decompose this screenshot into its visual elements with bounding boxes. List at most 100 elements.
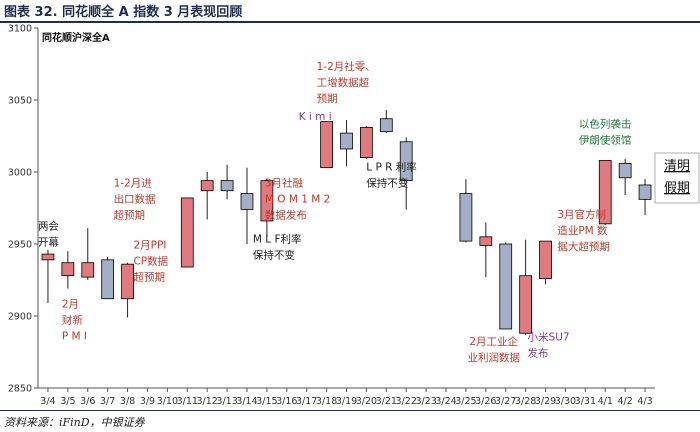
series-label: 同花顺沪深全A <box>42 31 110 44</box>
x-tick-label: 3/27 <box>495 396 516 407</box>
event-annotation: 1-2月社零、 <box>317 60 376 73</box>
event-annotation: 业利润数据 <box>467 351 520 364</box>
y-tick-label: 3100 <box>8 24 32 35</box>
x-tick-label: 3/31 <box>575 396 596 407</box>
event-annotation: 超预期 <box>133 270 165 283</box>
candle-body <box>260 180 274 222</box>
candle-body <box>180 197 194 268</box>
x-tick-label: 3/30 <box>555 396 576 407</box>
event-annotation: 3月社融 <box>265 176 304 189</box>
event-annotation: 2月PPI <box>133 239 166 251</box>
candle-body <box>320 121 333 169</box>
candle-body <box>61 262 75 277</box>
x-tick-label: 3/5 <box>60 396 75 407</box>
x-tick-label: 3/10 <box>157 396 178 407</box>
footer-rule <box>0 410 700 411</box>
event-annotation: 开幕 <box>38 236 59 249</box>
candle-body <box>200 180 214 192</box>
candlestick-chart: 2850 2900 2950 3000 3050 3100 3/4 3/5 3/6 3/7 3/8 3… <box>8 24 700 407</box>
candle-body <box>499 243 513 330</box>
event-annotation: 1-2月进 <box>114 177 153 189</box>
x-tick-label: 3/11 <box>177 396 198 407</box>
event-annotation: 发布 <box>528 346 549 359</box>
x-tick-label: 3/25 <box>455 396 476 407</box>
event-annotation: 数据发布 <box>265 208 307 221</box>
candle-body <box>41 253 55 261</box>
event-annotation: CP数据 <box>133 254 168 267</box>
x-tick-label: 3/17 <box>296 396 317 407</box>
candle-body <box>638 184 652 200</box>
candle-body <box>340 132 353 150</box>
event-annotation: 2月工业企 <box>469 335 518 348</box>
event-annotation: 超预期 <box>114 208 146 221</box>
candle-body <box>618 162 632 179</box>
x-tick-label: 3/23 <box>415 396 436 407</box>
event-annotation: 出口数据 <box>114 192 156 205</box>
x-tick-label: 3/16 <box>276 396 297 407</box>
event-annotation: 伊朗使领馆 <box>579 133 632 146</box>
event-annotation: 2月 <box>62 298 79 310</box>
event-annotation: 预期 <box>317 93 338 105</box>
candle-body <box>121 263 134 300</box>
figure-header: 图表 32. 同花顺全 A 指数 3 月表现回顾 <box>0 0 700 23</box>
x-tick-label: 3/15 <box>256 396 277 407</box>
event-annotation: 财新 <box>62 313 83 326</box>
event-annotation: 3月官方制 <box>557 208 606 221</box>
event-annotation: 小米SU7 <box>528 330 570 343</box>
candle-body <box>220 180 234 192</box>
x-tick-label: 3/4 <box>40 396 55 407</box>
x-tick-label: 3/18 <box>316 396 337 407</box>
candle-body <box>459 193 473 242</box>
y-tick-label: 3050 <box>8 96 32 107</box>
x-tick-label: 3/8 <box>120 396 135 407</box>
candle-body <box>598 160 612 225</box>
candle-body <box>240 193 254 210</box>
candle-body <box>360 126 373 159</box>
x-tick-label: 3/13 <box>216 396 237 407</box>
event-annotation: 以色列袭击 <box>579 117 632 130</box>
x-tick-label: 3/24 <box>435 396 456 407</box>
x-tick-label: 3/26 <box>475 396 496 407</box>
x-tick-label: 3/21 <box>376 396 397 407</box>
event-annotation: P M I <box>62 330 87 342</box>
x-tick-label: 3/19 <box>336 396 357 407</box>
legend-item: 假期 <box>664 181 690 196</box>
y-tick-label: 2850 <box>8 384 32 395</box>
x-tick-label: 4/1 <box>598 396 613 407</box>
candle-body <box>519 275 533 334</box>
candle-body <box>539 240 552 279</box>
x-tick-label: 4/2 <box>617 396 632 407</box>
y-tick-label: 3000 <box>8 168 32 179</box>
event-annotation: 保持不变 <box>253 249 295 262</box>
event-annotation: 造业PM 数 <box>557 224 608 237</box>
event-annotation: 据大超预期 <box>557 240 610 253</box>
y-tick-label: 2900 <box>8 312 32 323</box>
x-tick-label: 3/9 <box>140 396 155 407</box>
x-tick-label: 3/20 <box>356 396 377 407</box>
event-annotation: M O M 1 M 2 <box>265 193 331 205</box>
event-annotation: K i m i <box>299 111 332 123</box>
figure-title: 图表 32. 同花顺全 A 指数 3 月表现回顾 <box>4 5 243 20</box>
y-tick-label: 2950 <box>8 240 32 251</box>
x-tick-label: 4/3 <box>637 396 652 407</box>
candle-body <box>379 118 393 133</box>
figure-source: 资料来源：iFinD，中银证券 <box>4 416 145 429</box>
legend-box <box>654 152 700 204</box>
x-tick-label: 3/6 <box>80 396 95 407</box>
event-annotation: 保持不变 <box>366 177 408 190</box>
event-annotation: 两会 <box>38 220 59 233</box>
x-tick-label: 3/28 <box>515 396 536 407</box>
event-annotation: 工增数据超 <box>317 76 370 89</box>
event-annotation: M L F利率 <box>253 233 302 246</box>
candle-body <box>101 259 115 300</box>
x-tick-label: 3/12 <box>197 396 218 407</box>
legend-item: 清明 <box>664 159 690 174</box>
header-rule <box>0 21 700 23</box>
x-tick-label: 3/14 <box>236 396 257 407</box>
x-tick-label: 3/29 <box>535 396 556 407</box>
candle-body <box>81 262 95 278</box>
candle-body <box>399 141 413 182</box>
x-tick-label: 3/7 <box>100 396 115 407</box>
event-annotation: L P R 利率 <box>366 161 417 174</box>
candle-body <box>479 236 493 246</box>
